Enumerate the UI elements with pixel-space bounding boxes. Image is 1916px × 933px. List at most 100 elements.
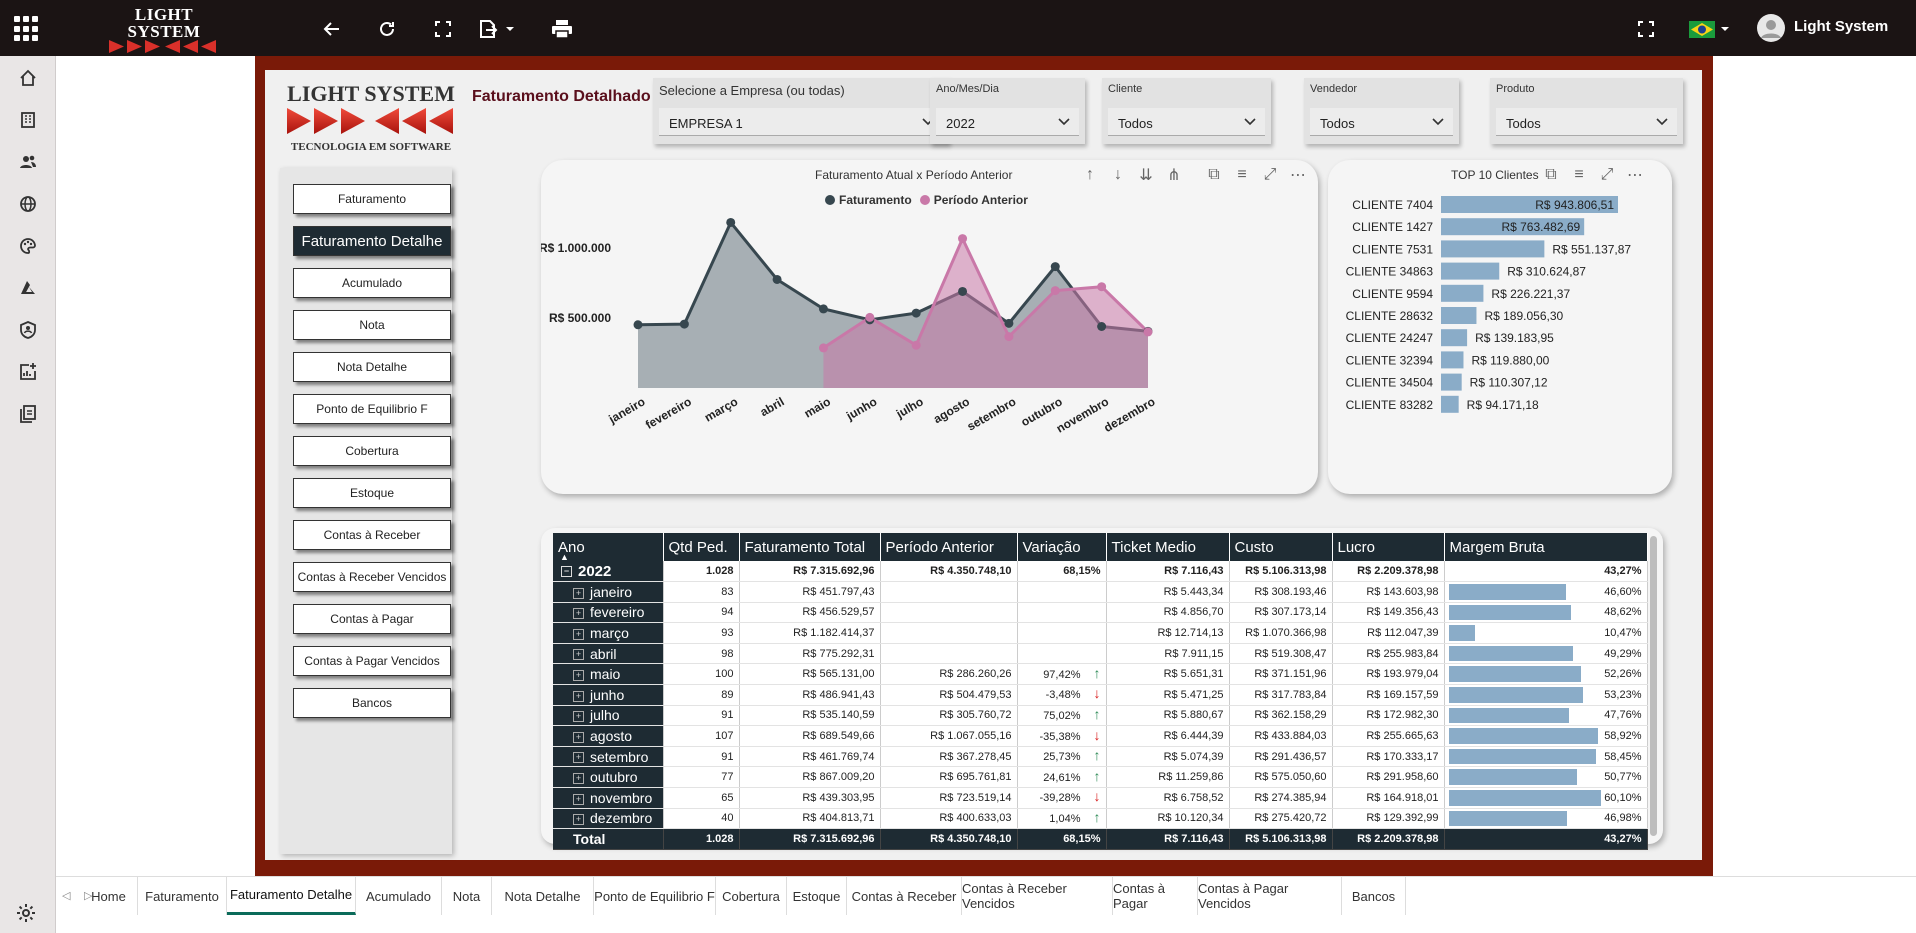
nav-button-11[interactable]: Contas à Pagar Vencidos xyxy=(293,646,451,676)
users-icon[interactable] xyxy=(16,150,40,174)
slicer-ano-mes-dia[interactable]: Ano/Mes/Dia 2022 xyxy=(930,78,1085,144)
expand-icon[interactable]: + xyxy=(573,814,584,826)
refresh-icon[interactable] xyxy=(374,16,400,42)
home-icon[interactable] xyxy=(16,66,40,90)
copy-visual-icon[interactable]: ⧉ xyxy=(1545,166,1557,183)
tab-12[interactable]: Contas à Pagar Vencidos xyxy=(1198,877,1342,915)
data-point-0-1[interactable] xyxy=(679,319,689,329)
client-bar-0[interactable] xyxy=(1441,196,1618,213)
data-point-0-3[interactable] xyxy=(772,274,782,284)
building-icon[interactable] xyxy=(16,108,40,132)
nav-button-10[interactable]: Contas à Pagar xyxy=(293,604,451,634)
month-row-header[interactable]: + maio xyxy=(553,663,664,686)
print-icon[interactable] xyxy=(549,16,575,42)
tab-scroll-right-icon[interactable]: ▷ xyxy=(84,890,93,902)
brazil-flag-icon[interactable] xyxy=(1688,16,1734,42)
fullscreen-icon[interactable] xyxy=(430,16,456,42)
col-margem-bruta[interactable]: Margem Bruta xyxy=(1444,533,1648,561)
nav-button-1[interactable]: Faturamento Detalhe xyxy=(293,226,451,256)
expand-icon[interactable]: + xyxy=(573,752,584,764)
nav-button-7[interactable]: Estoque xyxy=(293,478,451,508)
data-point-1-10[interactable] xyxy=(1097,282,1107,292)
data-point-1-6[interactable] xyxy=(911,340,921,350)
drill-down-icon[interactable]: ↓ xyxy=(1114,166,1122,183)
client-bar-2[interactable] xyxy=(1441,240,1545,258)
globe-icon[interactable] xyxy=(16,192,40,216)
tab-10[interactable]: Contas à Receber Vencidos xyxy=(962,877,1113,915)
col-ano[interactable]: Ano ▲ xyxy=(553,533,664,562)
expand-icon[interactable]: + xyxy=(573,773,584,785)
data-point-1-9[interactable] xyxy=(1050,286,1060,296)
client-bar-5[interactable] xyxy=(1441,307,1477,324)
settings-gear-icon[interactable] xyxy=(16,903,36,923)
tab-5[interactable]: Nota Detalhe xyxy=(492,877,594,915)
month-row-header[interactable]: + outubro xyxy=(553,766,664,789)
month-row-header[interactable]: + janeiro xyxy=(553,581,664,603)
nav-button-2[interactable]: Acumulado xyxy=(293,268,451,298)
export-menu-icon[interactable] xyxy=(476,16,520,42)
slicer-empresa[interactable]: Selecione a Empresa (ou todas) EMPRESA 1 xyxy=(653,78,949,144)
copy-visual-icon[interactable]: ⧉ xyxy=(1208,166,1220,183)
col-faturamento-total[interactable]: Faturamento Total xyxy=(739,533,881,561)
data-point-0-8[interactable] xyxy=(1004,318,1014,328)
data-point-1-7[interactable] xyxy=(958,234,968,244)
data-point-0-6[interactable] xyxy=(911,308,921,318)
data-point-1-4[interactable] xyxy=(818,343,828,353)
slicer-ano-dropdown[interactable]: 2022 xyxy=(936,108,1079,136)
expand-next-level-icon[interactable]: ⇊ xyxy=(1139,167,1153,184)
month-row-header[interactable]: + setembro xyxy=(553,746,664,768)
client-bar-4[interactable] xyxy=(1441,284,1484,302)
nav-button-0[interactable]: Faturamento xyxy=(293,184,451,214)
data-point-0-9[interactable] xyxy=(1050,262,1060,272)
expand-icon[interactable]: + xyxy=(573,670,584,682)
client-bar-8[interactable] xyxy=(1441,373,1462,391)
nav-button-4[interactable]: Nota Detalhe xyxy=(293,352,451,382)
month-row-header[interactable]: + fevereiro xyxy=(553,602,664,624)
data-point-0-7[interactable] xyxy=(958,286,968,296)
month-row-header[interactable]: + dezembro xyxy=(553,808,664,830)
data-point-1-11[interactable] xyxy=(1143,327,1153,337)
month-row-header[interactable]: + novembro xyxy=(553,787,664,809)
nav-button-3[interactable]: Nota xyxy=(293,310,451,340)
nav-button-5[interactable]: Ponto de Equilibrio F xyxy=(293,394,451,424)
slicer-empresa-dropdown[interactable]: EMPRESA 1 xyxy=(659,108,943,136)
data-point-0-4[interactable] xyxy=(818,304,828,314)
tab-11[interactable]: Contas à Pagar xyxy=(1113,877,1198,915)
drill-up-icon[interactable]: ↑ xyxy=(1086,166,1094,183)
nav-button-9[interactable]: Contas à Receber Vencidos xyxy=(293,562,451,592)
data-point-1-5[interactable] xyxy=(865,312,875,322)
tab-3[interactable]: Acumulado xyxy=(356,877,442,915)
tab-4[interactable]: Nota xyxy=(442,877,492,915)
tab-scroll-left-icon[interactable]: ◁ xyxy=(62,890,71,902)
slicer-produto-dropdown[interactable]: Todos xyxy=(1496,108,1677,136)
data-point-0-2[interactable] xyxy=(726,217,736,227)
palette-icon[interactable] xyxy=(16,234,40,258)
expand-icon[interactable]: + xyxy=(573,711,584,723)
slicer-cliente[interactable]: Cliente Todos xyxy=(1102,78,1271,144)
tab-2[interactable]: Faturamento Detalhe xyxy=(227,877,356,915)
expand-icon[interactable]: + xyxy=(573,690,584,702)
top-clients-bar-chart[interactable]: CLIENTE 7404 R$ 943.806,51 CLIENTE 1427 R$ … xyxy=(1328,160,1672,494)
col-custo[interactable]: Custo xyxy=(1229,533,1333,561)
filter-icon[interactable]: ≡ xyxy=(1237,166,1247,183)
slicer-vendedor-dropdown[interactable]: Todos xyxy=(1310,108,1453,136)
more-options-icon[interactable]: ⋯ xyxy=(1290,167,1306,184)
expand-icon[interactable]: + xyxy=(573,608,584,620)
nav-button-6[interactable]: Cobertura xyxy=(293,436,451,466)
col-ticket-medio[interactable]: Ticket Medio xyxy=(1106,533,1230,561)
nav-button-8[interactable]: Contas à Receber xyxy=(293,520,451,550)
slicer-cliente-dropdown[interactable]: Todos xyxy=(1108,108,1265,136)
expand-icon[interactable]: + xyxy=(573,731,584,743)
focus-mode-icon[interactable]: ⤢ xyxy=(1263,166,1277,183)
slicer-produto[interactable]: Produto Todos xyxy=(1490,78,1683,144)
col-lucro[interactable]: Lucro xyxy=(1332,533,1445,561)
year-row-header[interactable]: −2022 xyxy=(553,561,664,583)
shield-user-icon[interactable] xyxy=(16,318,40,342)
focus-mode-icon[interactable]: ⤢ xyxy=(1600,166,1614,183)
month-row-header[interactable]: + julho xyxy=(553,705,664,727)
tab-13[interactable]: Bancos xyxy=(1342,877,1406,915)
month-row-header[interactable]: + agosto xyxy=(553,725,664,747)
reports-icon[interactable] xyxy=(16,402,40,426)
month-row-header[interactable]: + junho xyxy=(553,684,664,706)
